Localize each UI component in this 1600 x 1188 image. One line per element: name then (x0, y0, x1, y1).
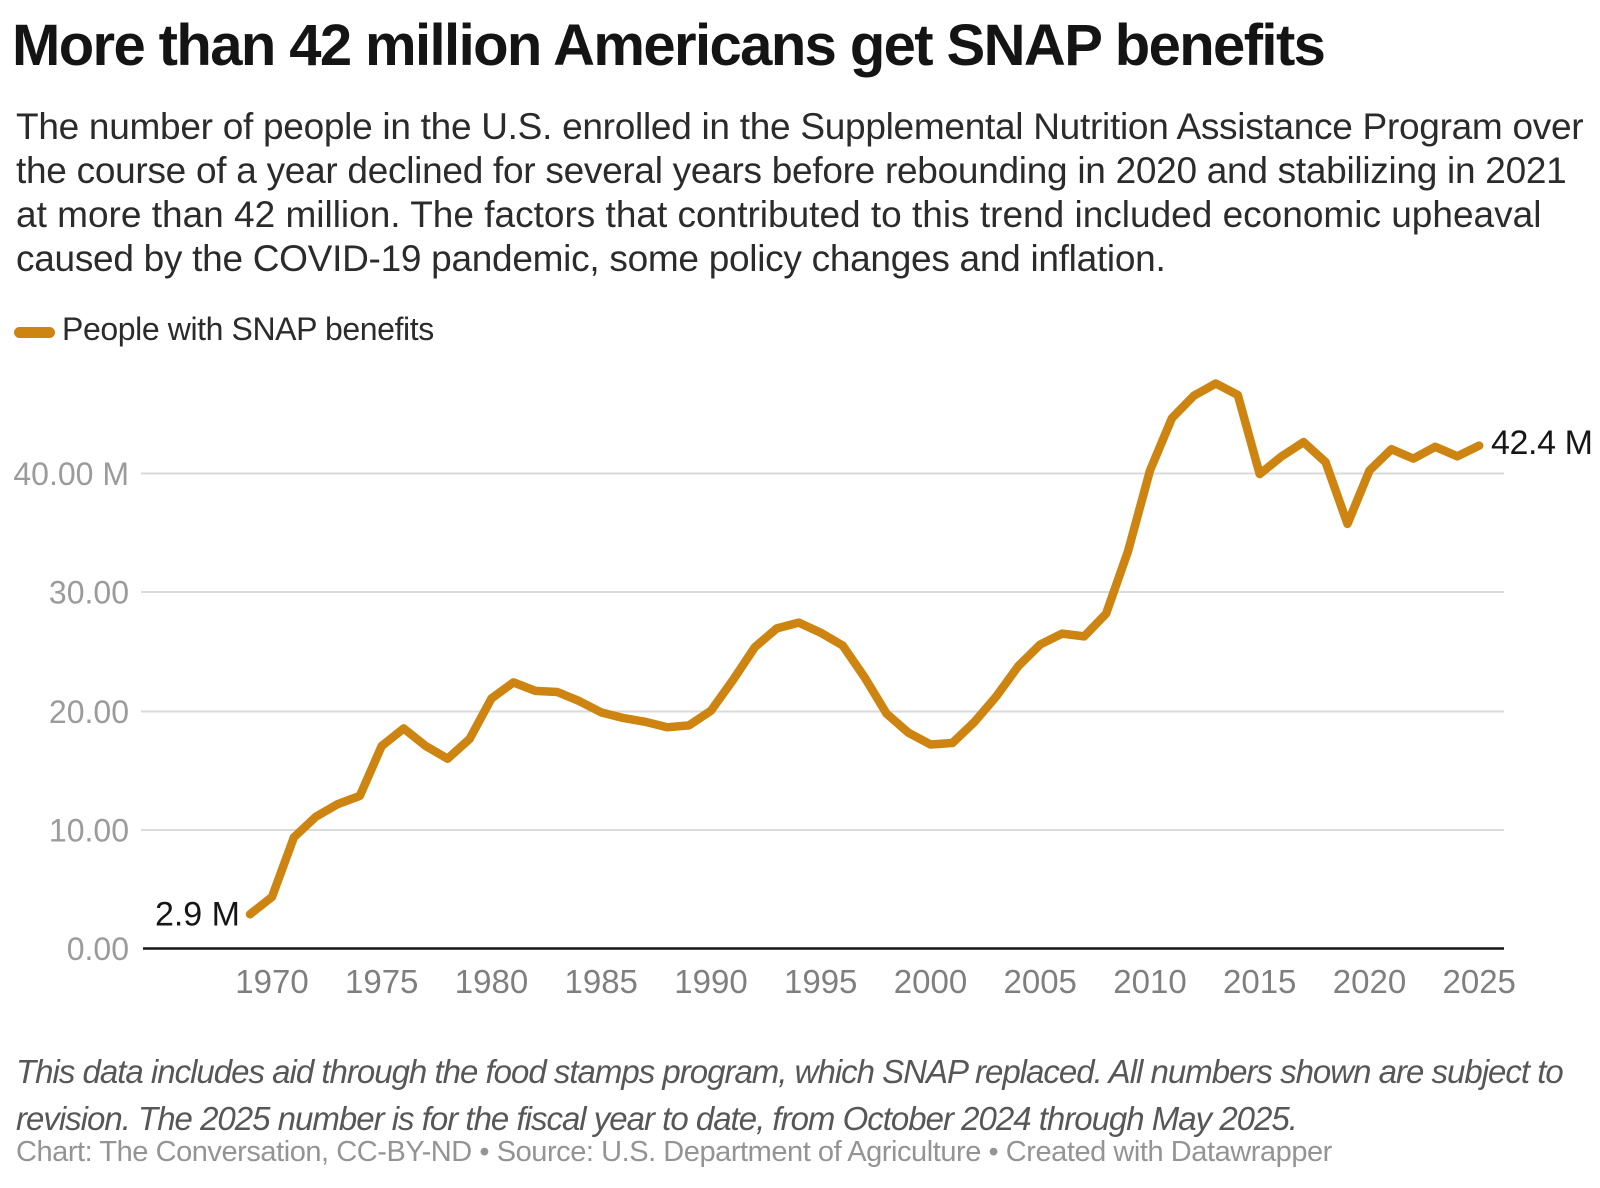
svg-text:2015: 2015 (1223, 963, 1296, 1000)
svg-text:1975: 1975 (345, 963, 418, 1000)
svg-text:1970: 1970 (235, 963, 308, 1000)
svg-text:2.9 M: 2.9 M (155, 896, 240, 934)
svg-text:2005: 2005 (1003, 963, 1076, 1000)
svg-text:2025: 2025 (1442, 963, 1515, 1000)
svg-text:2010: 2010 (1113, 963, 1186, 1000)
svg-text:0.00: 0.00 (67, 931, 129, 967)
svg-text:2000: 2000 (894, 963, 967, 1000)
svg-text:30.00: 30.00 (49, 575, 129, 611)
svg-text:1995: 1995 (784, 963, 857, 1000)
svg-text:1990: 1990 (674, 963, 747, 1000)
svg-text:1985: 1985 (564, 963, 637, 1000)
svg-text:40.00 M: 40.00 M (13, 456, 129, 492)
svg-text:1980: 1980 (455, 963, 528, 1000)
svg-text:10.00: 10.00 (49, 813, 129, 849)
svg-text:42.4 M: 42.4 M (1491, 424, 1593, 462)
svg-text:2020: 2020 (1333, 963, 1406, 1000)
svg-text:20.00: 20.00 (49, 694, 129, 730)
